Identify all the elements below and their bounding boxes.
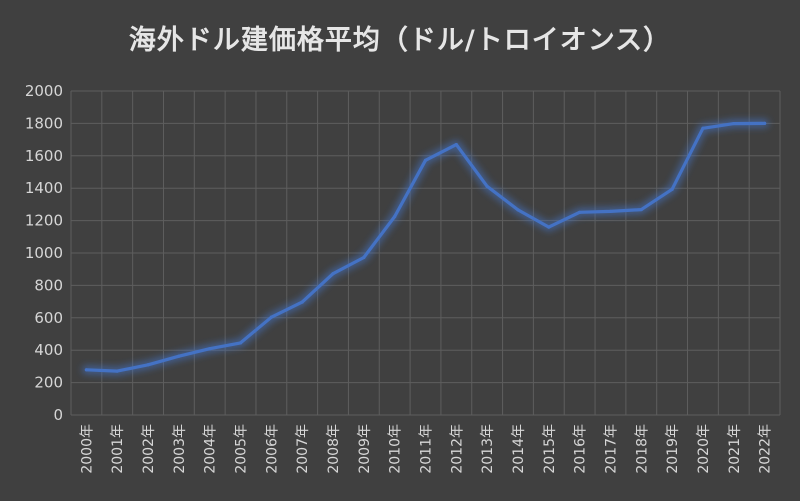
x-tick-label: 2016年 — [573, 424, 589, 474]
y-tick-label: 1600 — [25, 147, 63, 165]
data-point — [762, 121, 767, 125]
data-point — [238, 341, 243, 345]
x-tick-label: 2020年 — [696, 424, 712, 474]
data-point — [177, 354, 181, 358]
x-tick-label: 2008年 — [326, 424, 342, 474]
x-tick-label: 2012年 — [449, 424, 465, 474]
data-point — [670, 187, 674, 191]
y-tick-label: 600 — [34, 309, 63, 327]
x-tick-label: 2017年 — [603, 424, 619, 474]
x-tick-label: 2005年 — [234, 424, 250, 474]
y-tick-label: 1800 — [25, 114, 63, 132]
y-tick-label: 200 — [34, 374, 63, 392]
series-group — [81, 118, 770, 376]
data-point — [732, 121, 736, 126]
x-tick-label: 2011年 — [419, 424, 435, 474]
x-tick-label: 2010年 — [388, 424, 404, 474]
x-tick-label: 2015年 — [542, 424, 558, 474]
data-point — [608, 209, 613, 213]
data-point — [393, 214, 397, 219]
data-point — [454, 143, 458, 147]
x-tick-label: 2006年 — [264, 424, 280, 474]
y-tick-label: 1200 — [25, 212, 63, 230]
x-tick-label: 2019年 — [665, 424, 681, 474]
x-tick-label: 2018年 — [634, 424, 650, 474]
x-tick-label: 2002年 — [141, 424, 157, 474]
y-tick-label: 1400 — [25, 179, 63, 197]
x-tick-label: 2000年 — [79, 424, 95, 474]
data-point — [578, 210, 582, 214]
data-point — [485, 184, 489, 189]
x-axis-ticks: 2000年 2001年 2002年 2003年 2004年 2005年 2006年 2007年… — [79, 424, 773, 474]
data-point — [547, 225, 551, 229]
data-point — [146, 363, 150, 367]
x-tick-label: 2021年 — [727, 424, 743, 474]
data-point — [423, 158, 428, 162]
data-point — [115, 369, 119, 373]
y-tick-label: 1000 — [25, 244, 63, 262]
x-tick-label: 2014年 — [511, 424, 527, 474]
gridlines — [70, 90, 781, 416]
data-point — [300, 300, 304, 304]
y-tick-label: 400 — [34, 341, 63, 359]
x-tick-label: 2009年 — [357, 424, 373, 474]
x-tick-label: 2007年 — [295, 424, 311, 474]
x-tick-label: 2004年 — [203, 424, 219, 474]
y-tick-label: 0 — [53, 406, 63, 424]
data-point — [269, 315, 273, 319]
data-point — [701, 126, 705, 130]
data-point — [639, 207, 643, 212]
y-tick-label: 2000 — [25, 82, 63, 100]
y-axis-ticks: 0 200 400 600 800 1000 1200 1400 1600 1800 2000 — [25, 82, 63, 424]
data-point — [84, 368, 89, 372]
chart-title: 海外ドル建価格平均（ドル/トロイオンス） — [128, 25, 672, 56]
x-tick-label: 2022年 — [758, 424, 774, 474]
x-tick-label: 2001年 — [110, 424, 126, 474]
y-tick-label: 800 — [34, 276, 63, 294]
data-point — [362, 255, 366, 260]
data-point — [516, 208, 520, 212]
data-point — [331, 272, 335, 276]
data-point — [208, 347, 212, 351]
x-tick-label: 2013年 — [480, 424, 496, 474]
x-tick-label: 2003年 — [172, 424, 188, 474]
